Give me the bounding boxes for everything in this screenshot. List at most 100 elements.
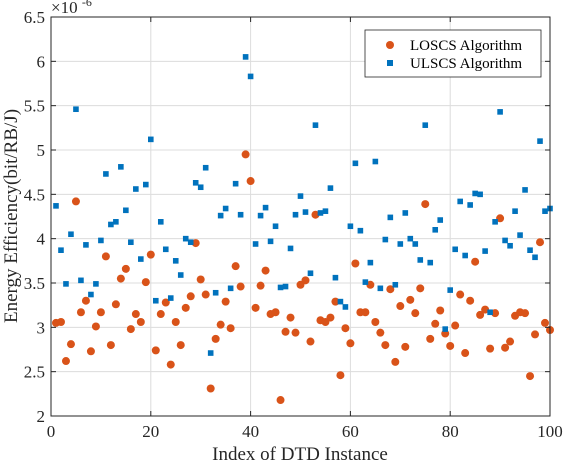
loscs-point (541, 318, 550, 327)
loscs-point (471, 257, 480, 266)
loscs-point (76, 308, 85, 317)
loscs-point (276, 396, 285, 405)
ulscs-point (507, 242, 513, 249)
loscs-point (256, 281, 265, 290)
loscs-point (111, 300, 120, 309)
ulscs-point (477, 191, 483, 198)
ulscs-point (412, 241, 419, 247)
loscs-point (346, 339, 355, 348)
loscs-point (461, 349, 470, 358)
loscs-point (431, 319, 440, 328)
ulscs-point (542, 208, 548, 214)
y-tick-label: 5.5 (24, 97, 45, 116)
ulscs-point (78, 277, 84, 284)
ulscs-point (207, 350, 214, 356)
ulscs-point (93, 281, 99, 287)
loscs-point (151, 346, 160, 355)
ulscs-point (467, 202, 473, 208)
ulscs-point (347, 223, 354, 230)
ulscs-point (437, 217, 444, 223)
ulscs-point (157, 219, 164, 225)
ulscs-point (128, 239, 134, 246)
ulscs-point (392, 281, 399, 288)
ulscs-point (517, 232, 523, 238)
loscs-point (341, 324, 350, 333)
ulscs-point (527, 247, 533, 253)
ulscs-point (63, 281, 69, 287)
loscs-point (106, 341, 115, 350)
ulscs-point (487, 309, 493, 316)
loscs-point (331, 297, 340, 306)
ulscs-point (88, 291, 94, 298)
ulscs-point (312, 122, 319, 128)
legend-label-ulscs: ULSCS Algorithm (410, 56, 522, 72)
ulscs-point (202, 164, 209, 171)
loscs-point (381, 341, 390, 350)
ulscs-point (182, 235, 189, 242)
loscs-point (71, 197, 80, 206)
loscs-point (146, 250, 155, 259)
ulscs-point (103, 171, 109, 177)
loscs-point (416, 284, 425, 293)
ulscs-point (118, 164, 124, 170)
loscs-point (221, 297, 230, 306)
loscs-point (181, 303, 190, 312)
ulscs-point (277, 284, 284, 291)
ulscs-point (287, 245, 294, 252)
loscs-point (436, 306, 445, 315)
multiplier-exponent: -6 (82, 0, 92, 9)
ulscs-point (397, 241, 404, 247)
loscs-point (476, 310, 485, 319)
axis-ticks: 0 20 40 60 80 100 2 2.5 3 3.5 4 4.5 5 5.5 6 6.5 (24, 8, 563, 441)
loscs-point (171, 318, 180, 327)
loscs-point (126, 325, 135, 334)
ulscs-point (492, 219, 498, 225)
ulscs-point (123, 207, 129, 214)
loscs-point (486, 344, 495, 353)
ulscs-point (113, 219, 119, 225)
ulscs-point (192, 180, 199, 186)
ulscs-point (172, 258, 179, 264)
loscs-point (391, 357, 400, 366)
x-tick-label: 0 (47, 422, 56, 441)
y-tick-label: 3.5 (24, 274, 45, 293)
ulscs-point (357, 227, 364, 234)
ulscs-point (327, 185, 334, 191)
loscs-point (491, 309, 500, 318)
ulscs-point (442, 326, 449, 332)
ulscs-point (108, 221, 114, 228)
ulscs-point (197, 184, 204, 191)
loscs-point (371, 318, 380, 327)
ulscs-point (352, 160, 359, 167)
loscs-point (191, 239, 200, 248)
ulscs-point (292, 211, 299, 218)
loscs-point (121, 264, 130, 273)
loscs-point (451, 321, 460, 330)
ulscs-point (342, 304, 349, 310)
x-tick-label: 40 (242, 422, 259, 441)
loscs-point (196, 275, 205, 284)
ulscs-point (252, 241, 259, 247)
y-tick-label: 2 (37, 407, 46, 426)
loscs-point (456, 290, 465, 299)
ulscs-point (402, 210, 409, 216)
ulscs-point (537, 138, 543, 144)
loscs-point (166, 360, 175, 369)
ulscs-point (98, 237, 104, 244)
ulscs-point (282, 283, 289, 290)
ulscs-point (68, 231, 74, 238)
ulscs-point (237, 211, 244, 218)
loscs-point (506, 337, 515, 346)
ulscs-point (272, 223, 279, 230)
ulscs-point (247, 73, 254, 80)
ulscs-point (367, 259, 374, 266)
ulscs-point (257, 212, 264, 219)
x-axis-label: Index of DTD Instance (212, 444, 388, 464)
ulscs-point (187, 239, 194, 246)
loscs-point (326, 313, 335, 322)
ulscs-point (167, 295, 174, 301)
ulscs-point (73, 106, 79, 113)
ulscs-point (452, 246, 458, 253)
ulscs-point (372, 158, 379, 165)
